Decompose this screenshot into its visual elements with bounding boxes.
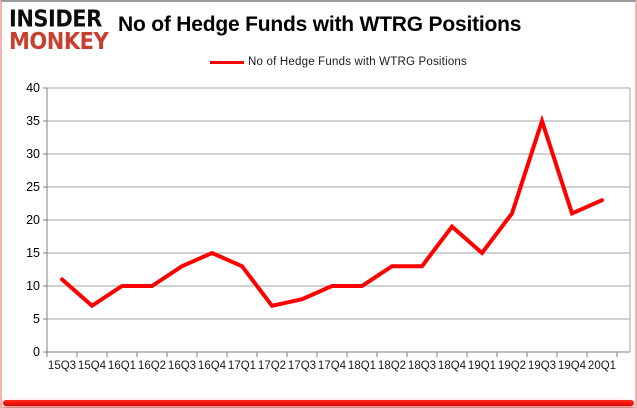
y-tick-label: 5 — [33, 312, 40, 326]
x-tick-label: 18Q3 — [408, 360, 436, 372]
y-tick-label: 15 — [26, 246, 40, 260]
y-tick-label: 10 — [26, 279, 40, 293]
x-tick-label: 17Q1 — [228, 360, 256, 372]
chart-title: No of Hedge Funds with WTRG Positions — [118, 13, 522, 36]
x-tick-label: 18Q2 — [378, 360, 406, 372]
x-tick-label: 17Q2 — [258, 360, 286, 372]
series-line — [60, 114, 604, 309]
x-tick-label: 20Q1 — [588, 360, 616, 372]
y-tick-label: 40 — [26, 81, 40, 95]
x-tick-label: 15Q4 — [78, 360, 107, 372]
logo-line-monkey: MONKEY — [9, 28, 109, 55]
bottom-red-bar — [3, 400, 634, 406]
x-tick-label: 17Q4 — [318, 360, 347, 372]
y-tick-label: 20 — [26, 213, 40, 227]
x-tick-label: 16Q1 — [108, 360, 136, 372]
legend-label: No of Hedge Funds with WTRG Positions — [248, 56, 467, 68]
x-tick-label: 19Q1 — [468, 360, 496, 372]
x-tick-label: 19Q3 — [528, 360, 556, 372]
logo-line-insider: INSIDER — [9, 5, 102, 32]
x-tick-label: 15Q3 — [48, 360, 76, 372]
y-tick-label: 25 — [26, 180, 40, 194]
x-tick-label: 17Q3 — [288, 360, 316, 372]
x-tick-label: 16Q4 — [198, 360, 227, 372]
x-tick-label: 18Q4 — [438, 360, 467, 372]
y-tick-label: 35 — [26, 114, 40, 128]
y-tick-label: 0 — [33, 345, 40, 359]
x-tick-label: 18Q1 — [348, 360, 376, 372]
y-tick-label: 30 — [26, 147, 40, 161]
x-tick-label: 19Q2 — [498, 360, 526, 372]
legend-line-swatch — [210, 60, 245, 64]
x-tick-label: 19Q4 — [558, 360, 587, 372]
x-tick-label: 16Q3 — [168, 360, 196, 372]
x-tick-label: 16Q2 — [138, 360, 166, 372]
chart-legend: No of Hedge Funds with WTRG Positions — [47, 56, 630, 68]
insider-monkey-logo: INSIDER MONKEY — [9, 5, 119, 55]
